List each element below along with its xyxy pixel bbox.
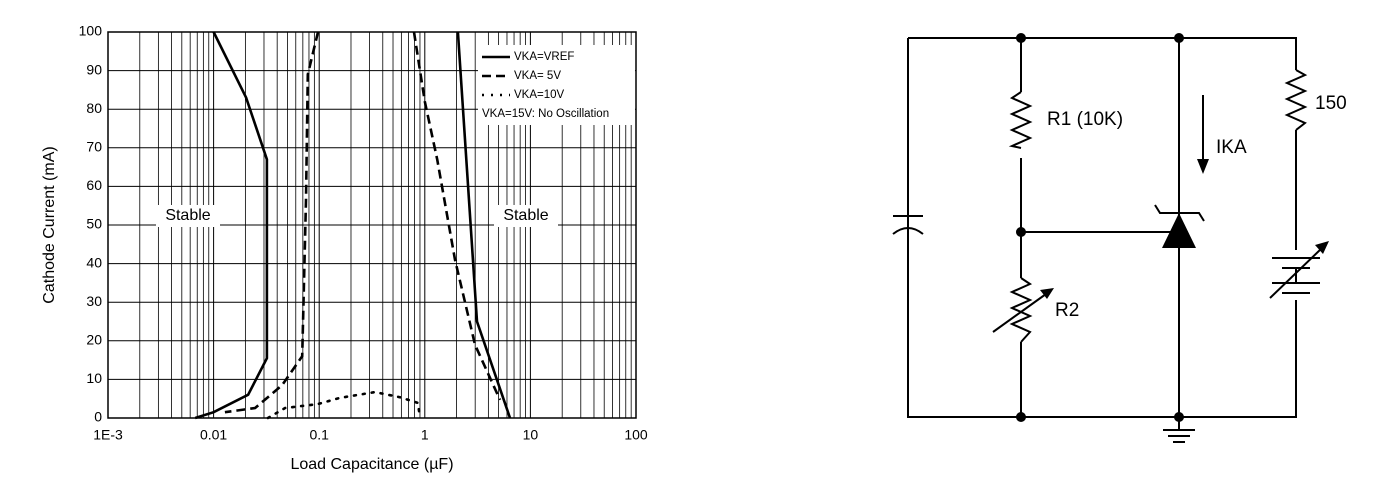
resistor-150 bbox=[1284, 69, 1308, 131]
capacitor bbox=[892, 215, 924, 235]
label-ika: IKA bbox=[1216, 137, 1247, 158]
chart: Load Capacitance (µF) Cathode Current (m… bbox=[41, 23, 648, 474]
series-line bbox=[266, 390, 422, 420]
series-line bbox=[224, 31, 502, 414]
battery bbox=[1272, 257, 1320, 294]
y-tick-label: 90 bbox=[86, 61, 102, 77]
zener-bar bbox=[1154, 204, 1205, 222]
x-tick-label: 100 bbox=[624, 427, 648, 443]
annotation-bg bbox=[494, 205, 558, 227]
annotation: Stable bbox=[503, 207, 548, 224]
annotation: Stable bbox=[165, 207, 210, 224]
node bbox=[1174, 33, 1184, 43]
circuit-diagram: R1 (10K) 150 IKA R2 bbox=[892, 33, 1347, 443]
legend-box bbox=[478, 45, 635, 125]
y-tick-label: 70 bbox=[86, 139, 102, 155]
legend-note: VKA=15V: No Oscillation bbox=[482, 108, 609, 120]
label-r1: R1 (10K) bbox=[1047, 109, 1123, 130]
y-tick-label: 30 bbox=[86, 293, 102, 309]
y-tick-label: 20 bbox=[86, 332, 102, 348]
y-tick-label: 10 bbox=[86, 370, 102, 386]
x-tick-label: 10 bbox=[523, 427, 539, 443]
x-tick-label: 1 bbox=[421, 427, 429, 443]
x-tick-label: 1E-3 bbox=[93, 427, 123, 443]
y-tick-label: 100 bbox=[79, 23, 103, 39]
node bbox=[1016, 227, 1026, 237]
legend-label: VKA=VREF bbox=[514, 51, 574, 63]
label-150: 150 bbox=[1315, 93, 1347, 114]
variable-arrow bbox=[1269, 247, 1323, 299]
ground bbox=[1163, 429, 1195, 443]
arrow-head bbox=[1040, 288, 1054, 299]
node bbox=[1174, 412, 1184, 422]
annotation-bg bbox=[156, 205, 220, 227]
y-tick-label: 40 bbox=[86, 254, 102, 270]
x-tick-label: 0.1 bbox=[309, 427, 329, 443]
zener-triangle bbox=[1162, 213, 1196, 248]
arrow-head bbox=[1197, 159, 1209, 174]
y-tick-label: 0 bbox=[94, 409, 102, 425]
nodes bbox=[1016, 33, 1184, 422]
node bbox=[1016, 33, 1026, 43]
variable-arrow bbox=[992, 293, 1047, 333]
series-line bbox=[194, 31, 512, 420]
y-axis-title: Cathode Current (mA) bbox=[41, 146, 58, 303]
wire bbox=[907, 37, 1297, 418]
legend-label: VKA= 5V bbox=[514, 70, 561, 82]
resistor-r1 bbox=[1008, 91, 1033, 149]
node bbox=[1016, 412, 1026, 422]
x-tick-label: 0.01 bbox=[200, 427, 227, 443]
wire bbox=[1020, 38, 1180, 430]
y-tick-label: 60 bbox=[86, 177, 102, 193]
arrow-head bbox=[1315, 241, 1329, 254]
x-axis-title: Load Capacitance (µF) bbox=[290, 456, 453, 473]
resistor-r2 bbox=[1009, 277, 1033, 343]
y-tick-label: 80 bbox=[86, 100, 102, 116]
legend-label: VKA=10V bbox=[514, 89, 565, 101]
label-r2: R2 bbox=[1055, 300, 1079, 321]
y-tick-label: 50 bbox=[86, 216, 102, 232]
